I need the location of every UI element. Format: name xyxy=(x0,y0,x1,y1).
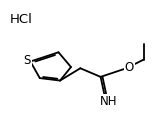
Text: S: S xyxy=(24,54,31,67)
Text: HCl: HCl xyxy=(10,13,32,26)
Text: NH: NH xyxy=(100,95,117,108)
Text: O: O xyxy=(125,61,134,74)
